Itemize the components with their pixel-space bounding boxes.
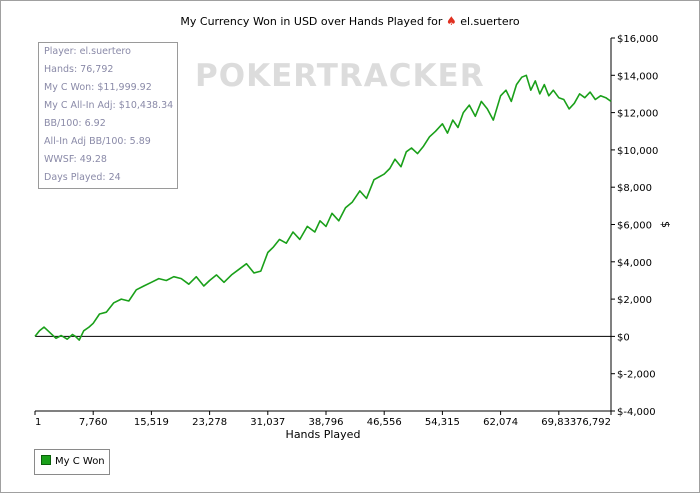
stat-c-won: My C Won: $11,999.92: [44, 82, 152, 93]
y-tick-label: $2,000: [617, 295, 652, 306]
y-tick-label: $-2,000: [617, 370, 656, 381]
stat-all-in-adj-bb100: All-In Adj BB/100: 5.89: [44, 136, 151, 147]
x-tick-label: 76,792: [576, 417, 611, 428]
stat-bb100: BB/100: 6.92: [44, 118, 106, 129]
stat-wwsf: WWSF: 49.28: [44, 154, 107, 165]
x-tick-label: 15,519: [134, 417, 169, 428]
y-tick-label: $12,000: [617, 109, 658, 120]
series-line-my-c-won: [34, 74, 612, 341]
stat-player: Player: el.suertero: [44, 46, 131, 57]
stat-days-played: Days Played: 24: [44, 172, 121, 183]
y-tick-label: $6,000: [617, 221, 652, 232]
x-tick-label: 23,278: [192, 417, 227, 428]
chart-title: My Currency Won in USD over Hands Played…: [0, 14, 700, 28]
legend-label: My C Won: [55, 456, 105, 467]
chart-title-text: My Currency Won in USD over Hands Played…: [180, 15, 443, 28]
x-tick-label: 31,037: [250, 417, 285, 428]
y-tick-label: $0: [617, 332, 630, 343]
y-tick-label: $16,000: [617, 34, 658, 45]
pokertracker-watermark: POKERTRACKER: [195, 58, 485, 94]
y-tick-label: $14,000: [617, 71, 658, 82]
x-tick-label: 46,556: [367, 417, 402, 428]
stats-box: Player: el.suertero Hands: 76,792 My C W…: [38, 42, 178, 189]
poker-suit-icon: ♠: [445, 14, 457, 28]
stat-hands: Hands: 76,792: [44, 64, 114, 75]
legend[interactable]: My C Won: [34, 449, 110, 475]
y-axis-title: $: [659, 221, 672, 228]
y-tick-label: $-4,000: [617, 407, 656, 418]
y-tick-label: $10,000: [617, 146, 658, 157]
x-tick-label: 62,074: [483, 417, 518, 428]
x-tick-label: 1: [35, 417, 41, 428]
y-tick-label: $8,000: [617, 183, 652, 194]
x-tick-label: 38,796: [308, 417, 343, 428]
y-tick-label: $4,000: [617, 258, 652, 269]
x-axis-title: Hands Played: [286, 428, 361, 441]
x-tick-label: 69,833: [541, 417, 576, 428]
x-tick-label: 7,760: [79, 417, 108, 428]
chart-title-player: el.suertero: [460, 15, 520, 28]
legend-swatch: [41, 455, 51, 465]
x-tick-label: 54,315: [425, 417, 460, 428]
stat-all-in-adj: My C All-In Adj: $10,438.34: [44, 100, 174, 111]
